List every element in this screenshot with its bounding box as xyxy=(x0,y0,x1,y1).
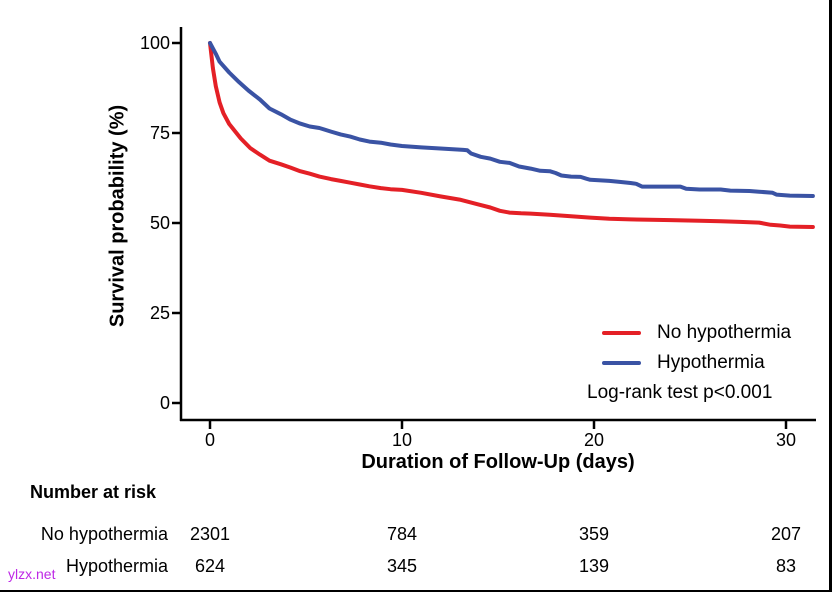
x-tick-label-10: 10 xyxy=(391,430,413,450)
risk-value: 624 xyxy=(194,556,226,576)
no-hypothermia-line-swatch xyxy=(602,331,641,335)
legend-entry-no-hypothermia: No hypothermia xyxy=(602,322,791,344)
legend-label-hypothermia: Hypothermia xyxy=(657,352,765,373)
risk-value: 83 xyxy=(775,556,797,576)
risk-value: 359 xyxy=(578,524,610,544)
risk-value: 784 xyxy=(386,524,418,544)
x-axis-title: Duration of Follow-Up (days) xyxy=(361,451,635,473)
hypothermia-line-swatch xyxy=(602,361,641,365)
y-tick-label-50: 50 xyxy=(149,213,170,233)
curve-no-hypothermia xyxy=(208,41,815,229)
legend-entry-hypothermia: Hypothermia xyxy=(602,352,765,374)
curve-hypothermia xyxy=(208,41,815,198)
legend-label-no-hypothermia: No hypothermia xyxy=(657,322,792,343)
y-tick-label-100: 100 xyxy=(139,33,170,53)
risk-value: 207 xyxy=(770,524,802,544)
watermark: ylzx.net xyxy=(8,566,56,582)
risk-row-label-hypothermia: Hypothermia xyxy=(65,556,168,576)
risk-value: 2301 xyxy=(189,524,231,544)
y-axis-title: Survival probability (%) xyxy=(106,104,129,328)
x-tick-label-0: 0 xyxy=(204,430,215,450)
x-tick-label-20: 20 xyxy=(583,430,605,450)
risk-table-title: Number at risk xyxy=(30,482,157,502)
log-rank-annotation: Log-rank test p<0.001 xyxy=(587,382,773,403)
risk-row-label-no-hypothermia: No hypothermia xyxy=(40,524,168,544)
y-tick-label-25: 25 xyxy=(149,303,170,323)
y-tick-label-0: 0 xyxy=(159,393,170,413)
y-tick-label-75: 75 xyxy=(149,123,170,143)
x-tick-label-30: 30 xyxy=(775,430,797,450)
risk-value: 139 xyxy=(578,556,610,576)
survival-curves xyxy=(208,41,815,229)
risk-value: 345 xyxy=(386,556,418,576)
